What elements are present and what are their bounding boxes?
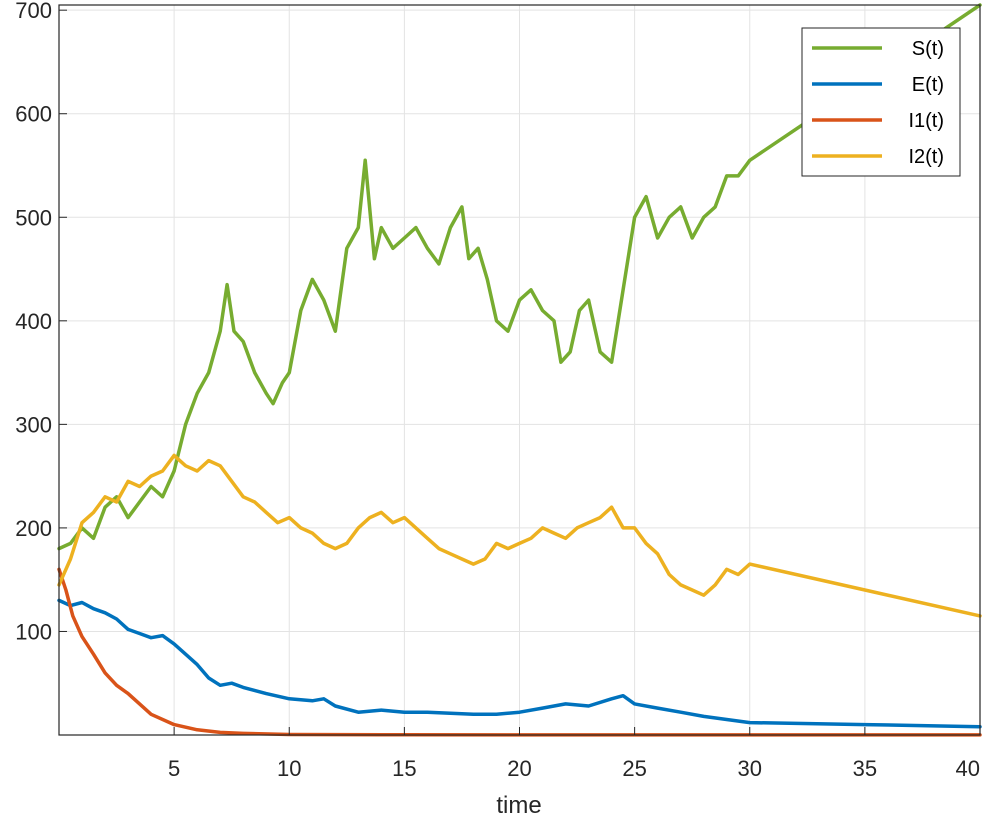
y-tick-label: 200: [15, 516, 52, 541]
x-axis-label: time: [496, 792, 541, 819]
x-tick-label: 10: [277, 756, 301, 781]
y-tick-label: 300: [15, 412, 52, 437]
y-tick-label: 700: [15, 0, 52, 23]
legend-box: [801, 27, 961, 177]
legend-label: I1(t): [908, 110, 944, 132]
y-tick-label: 400: [15, 309, 52, 334]
legend: S(t) E(t) I1(t) I2(t): [801, 27, 961, 177]
x-tick-label: 20: [507, 756, 531, 781]
x-tick-label: 5: [168, 756, 180, 781]
y-tick-labels: 100 200 300 400 500 600 700: [15, 0, 52, 644]
x-tick-label: 30: [738, 756, 762, 781]
legend-label: S(t): [912, 38, 944, 60]
y-tick-label: 100: [15, 619, 52, 644]
y-tick-label: 500: [15, 205, 52, 230]
series-line-i2t: [57, 453, 982, 618]
legend-label: I2(t): [908, 146, 944, 168]
x-tick-label: 35: [853, 756, 877, 781]
x-tick-label: 15: [392, 756, 416, 781]
y-tick-label: 600: [15, 102, 52, 127]
x-tick-label: 25: [622, 756, 646, 781]
x-tick-labels: 5 10 15 20 25 30 35 40: [168, 756, 980, 781]
series-line-et: [57, 598, 982, 729]
axis-ticks: [59, 9, 981, 735]
legend-label: E(t): [912, 74, 944, 96]
series-line-st: [57, 3, 982, 551]
x-tick-label: 40: [956, 756, 980, 781]
